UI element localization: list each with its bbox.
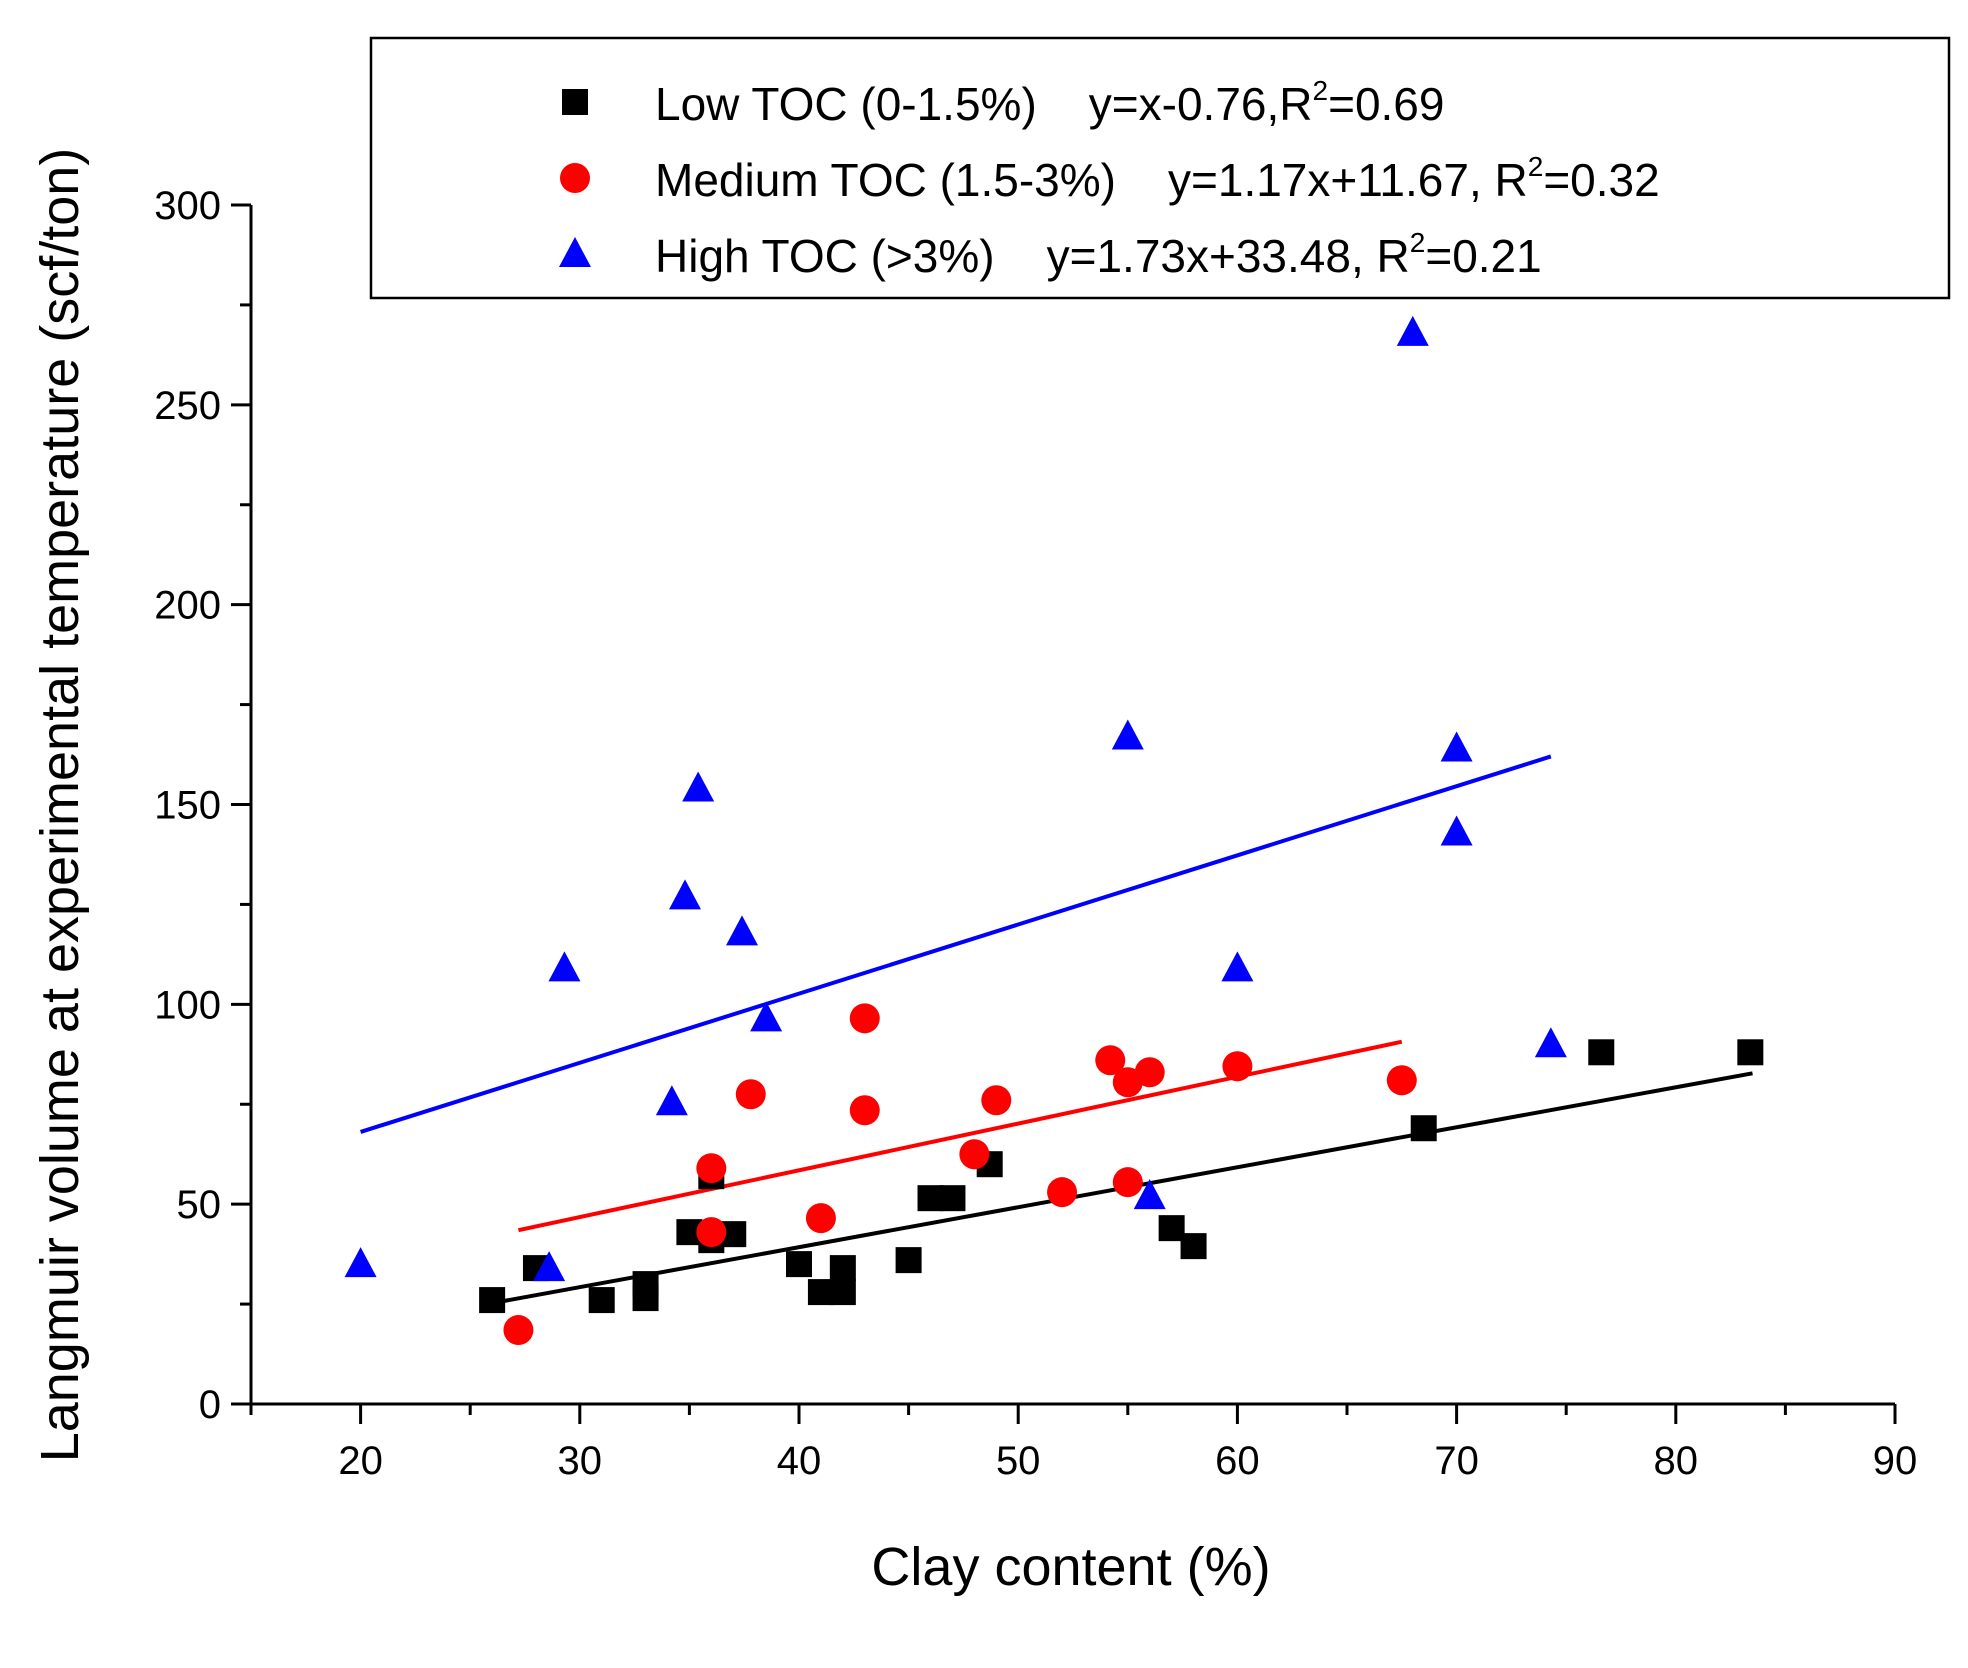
y-tick-label: 250 xyxy=(154,384,221,428)
data-point-circle xyxy=(735,1079,766,1110)
data-point-triangle xyxy=(1133,1179,1166,1210)
data-point-square xyxy=(1737,1039,1764,1066)
legend-r2-value: =0.32 xyxy=(1543,154,1659,206)
y-tick-label: 100 xyxy=(154,983,221,1027)
x-tick-label: 80 xyxy=(1654,1439,1699,1483)
data-point-square xyxy=(829,1255,856,1282)
x-tick-label: 20 xyxy=(338,1439,383,1483)
x-tick-label: 90 xyxy=(1873,1439,1918,1483)
data-point-square xyxy=(1158,1215,1185,1242)
x-tick-label: 40 xyxy=(777,1439,822,1483)
legend-label: Medium TOC (1.5-3%) y=1.17x+11.67, R2=0.3… xyxy=(655,151,1660,206)
legend-series-name: High TOC (>3%) xyxy=(655,230,995,282)
data-point-circle xyxy=(849,1095,880,1126)
legend-superscript: 2 xyxy=(1528,151,1544,182)
y-axis-title: Langmuir volume at experimental temperat… xyxy=(30,148,90,1463)
data-point-circle xyxy=(1134,1057,1165,1088)
data-point-triangle xyxy=(1534,1027,1567,1058)
y-tick-label: 50 xyxy=(177,1183,222,1227)
legend-marker-circle xyxy=(560,163,590,193)
data-point-circle xyxy=(503,1315,534,1346)
y-axis-ticks: 0 50 100 150 200 250 300 xyxy=(154,184,251,1427)
data-point-triangle xyxy=(1111,719,1144,750)
data-point-circle xyxy=(959,1139,990,1170)
data-point-triangle xyxy=(1221,951,1254,982)
data-point-circle xyxy=(1047,1177,1078,1208)
data-markers xyxy=(344,315,1764,1346)
data-point-square xyxy=(917,1185,944,1212)
x-tick-label: 60 xyxy=(1215,1439,1260,1483)
legend-item: High TOC (>3%) y=1.73x+33.48, R2=0.21 xyxy=(559,227,1542,282)
data-point-square xyxy=(786,1251,812,1278)
data-point-circle xyxy=(696,1153,727,1184)
legend-r2-value: =0.69 xyxy=(1328,78,1444,130)
data-point-square xyxy=(632,1285,659,1312)
data-point-triangle xyxy=(655,1085,688,1116)
data-point-circle xyxy=(805,1203,836,1234)
legend-equation: y=1.17x+11.67, R xyxy=(1168,154,1528,206)
data-point-triangle xyxy=(750,1001,783,1032)
y-tick-label: 300 xyxy=(154,184,221,228)
legend-series-name: Medium TOC (1.5-3%) xyxy=(655,154,1116,206)
data-point-triangle xyxy=(344,1247,377,1278)
data-point-triangle xyxy=(682,771,715,802)
x-axis-title: Clay content (%) xyxy=(871,1537,1270,1597)
y-tick-label: 0 xyxy=(199,1383,221,1427)
data-point-square xyxy=(588,1287,615,1314)
legend-marker-square xyxy=(562,89,588,115)
data-point-square xyxy=(829,1279,856,1306)
legend-r2-value: =0.21 xyxy=(1425,230,1541,282)
data-point-triangle xyxy=(548,951,581,982)
legend-superscript: 2 xyxy=(1313,75,1329,106)
data-point-triangle xyxy=(533,1251,566,1282)
trend-line-triangle xyxy=(359,754,1552,1134)
data-point-square xyxy=(1410,1115,1437,1142)
legend-item: Low TOC (0-1.5%) y=x-0.76,R2=0.69 xyxy=(562,75,1444,130)
legend-series-name: Low TOC (0-1.5%) xyxy=(655,78,1037,130)
x-tick-label: 70 xyxy=(1434,1439,1479,1483)
x-axis-ticks: 20 30 40 50 60 70 80 90 xyxy=(249,1404,1918,1483)
data-point-circle xyxy=(849,1003,880,1034)
data-point-circle xyxy=(696,1217,727,1248)
data-point-circle xyxy=(1095,1045,1126,1076)
data-point-circle xyxy=(981,1085,1012,1116)
legend-item: Medium TOC (1.5-3%) y=1.17x+11.67, R2=0.3… xyxy=(560,151,1660,206)
y-tick-label: 200 xyxy=(154,584,221,628)
legend-superscript: 2 xyxy=(1410,227,1426,258)
y-tick-label: 150 xyxy=(154,784,221,828)
data-point-square xyxy=(939,1185,966,1212)
data-point-circle xyxy=(1386,1065,1417,1096)
data-point-square xyxy=(1180,1233,1207,1260)
legend-equation: y=x-0.76,R xyxy=(1089,78,1313,130)
legend-label: Low TOC (0-1.5%) y=x-0.76,R2=0.69 xyxy=(655,75,1444,130)
data-point-square xyxy=(895,1247,922,1274)
x-tick-label: 30 xyxy=(558,1439,603,1483)
data-point-square xyxy=(807,1279,834,1306)
data-point-triangle xyxy=(1440,731,1473,762)
data-point-triangle xyxy=(726,915,759,946)
x-tick-label: 50 xyxy=(996,1439,1041,1483)
legend-box xyxy=(369,36,1951,300)
data-point-triangle xyxy=(1396,315,1429,346)
trend-line-circle xyxy=(518,1039,1403,1233)
legend-marker-triangle xyxy=(559,237,591,267)
data-point-square xyxy=(1588,1039,1615,1066)
legend-equation: y=1.73x+33.48, R xyxy=(1047,230,1410,282)
data-point-circle xyxy=(1112,1167,1143,1198)
data-point-triangle xyxy=(669,879,702,910)
data-point-triangle xyxy=(1440,815,1473,846)
legend-label: High TOC (>3%) y=1.73x+33.48, R2=0.21 xyxy=(655,227,1542,282)
data-point-square xyxy=(479,1287,506,1314)
data-point-circle xyxy=(1222,1051,1253,1082)
